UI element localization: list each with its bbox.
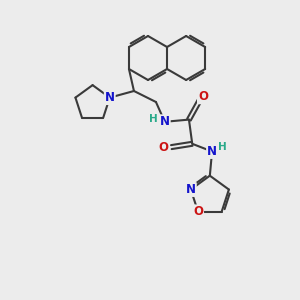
- Text: H: H: [218, 142, 226, 152]
- Text: N: N: [160, 115, 170, 128]
- Text: O: O: [158, 141, 168, 154]
- Text: O: O: [198, 90, 208, 103]
- Text: N: N: [105, 91, 115, 104]
- Text: O: O: [193, 206, 203, 218]
- Text: N: N: [207, 145, 217, 158]
- Text: N: N: [186, 183, 196, 196]
- Text: H: H: [149, 114, 158, 124]
